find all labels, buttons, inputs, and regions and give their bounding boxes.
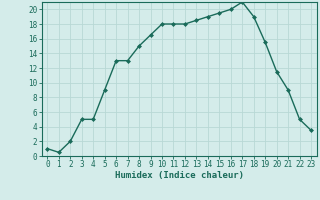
X-axis label: Humidex (Indice chaleur): Humidex (Indice chaleur)	[115, 171, 244, 180]
